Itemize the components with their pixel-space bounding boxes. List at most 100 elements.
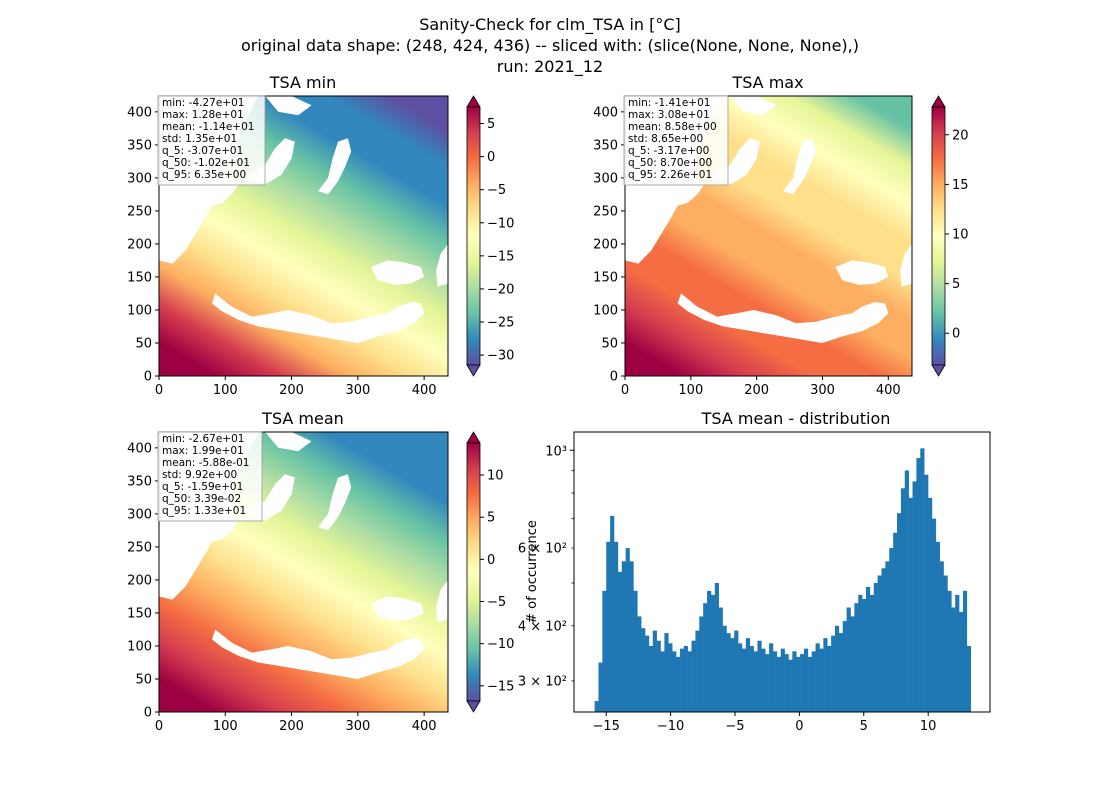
histogram-bar: [656, 640, 661, 712]
histogram-bar: [699, 616, 704, 712]
histogram-bar: [920, 448, 925, 712]
histogram-bar: [803, 648, 809, 712]
histogram-bar: [815, 643, 820, 712]
x-tick-label: 0: [155, 719, 163, 734]
histogram-bar: [959, 611, 964, 712]
sea-mask: [783, 138, 816, 195]
stat-q50: q_50: 3.39e-02: [162, 493, 241, 505]
colorbar-tick-label: 5: [952, 277, 960, 292]
x-tick-label: −5: [725, 719, 744, 734]
sea-mask: [436, 579, 448, 623]
stats-box: min: -1.41e+01 max: 3.08e+01 mean: 8.58e…: [623, 95, 729, 186]
sea-mask: [835, 260, 889, 285]
sea-mask: [265, 432, 312, 452]
histogram-bar: [904, 470, 909, 712]
histogram-bar: [648, 645, 654, 712]
y-tick-label: 200: [127, 237, 152, 252]
y-tick-label: 200: [593, 237, 618, 252]
histogram-bar: [873, 583, 878, 712]
histogram-bar: [598, 662, 603, 712]
histogram-bar: [710, 594, 716, 712]
histogram-bar: [947, 590, 952, 712]
histogram-bar: [966, 645, 971, 712]
x-tick-label: 100: [213, 719, 238, 734]
histogram-ylabel: # of occurrence: [525, 520, 540, 624]
stat-std: std: 1.35e+01: [162, 133, 237, 145]
colorbar-tick-label: 5: [487, 117, 495, 132]
stat-mean: mean: -1.14e+01: [162, 121, 254, 133]
sea-mask: [371, 596, 425, 621]
stat-q95: q_95: 6.35e+00: [162, 169, 246, 181]
x-tick-label: 200: [279, 383, 304, 398]
histogram-bar: [811, 651, 816, 712]
histogram-bar: [897, 513, 902, 712]
histogram-bar: [877, 575, 882, 712]
histogram-bar: [869, 594, 875, 712]
stats-box-frame: [157, 431, 263, 522]
colorbar-tick-label: −10: [487, 216, 514, 231]
histogram-bar: [672, 651, 677, 712]
sea-mask: [212, 629, 425, 679]
histogram-bar: [866, 586, 871, 712]
colorbar-tick-label: 0: [952, 327, 960, 342]
y-minor-tick-label: 3 × 10²: [518, 674, 567, 689]
x-tick-label: 400: [412, 719, 437, 734]
y-tick-label: 250: [127, 540, 152, 555]
histogram-bars: [594, 448, 971, 712]
histogram-bar: [800, 654, 805, 712]
y-tick-label: 100: [593, 303, 618, 318]
x-tick-label: 0: [795, 719, 803, 734]
stat-q5: q_5: -3.07e+01: [162, 145, 243, 157]
sea-mask: [318, 474, 352, 531]
colorbar-gradient: [931, 106, 946, 366]
colorbar-tick-label: −5: [487, 183, 506, 198]
histogram-bar: [796, 656, 801, 712]
stat-q95: q_95: 2.26e+01: [628, 169, 712, 181]
y-tick-label: 200: [127, 573, 152, 588]
stat-mean: mean: -5.88e-01: [162, 457, 249, 469]
histogram-bar: [734, 630, 739, 712]
stat-min: min: -1.41e+01: [628, 97, 710, 109]
histogram-bar: [718, 607, 723, 712]
histogram-title: TSA mean - distribution: [701, 409, 891, 428]
y-tick-label: 150: [127, 606, 152, 621]
colorbar-extend-min: [466, 700, 481, 713]
map-panel-tsa-mean: TSA mean 0 100 200 300 400 05010015020025030…: [127, 409, 514, 734]
histogram-bar: [943, 575, 948, 712]
histogram-bar: [885, 561, 890, 712]
colorbar-extend-min: [466, 364, 481, 377]
histogram-bar: [893, 532, 898, 712]
x-tick-label: 200: [744, 383, 769, 398]
map-panel-tsa-min: TSA min 0 100 200 300 400 050100150200250300…: [127, 73, 514, 398]
histogram-bar: [900, 488, 906, 712]
histogram-bar: [645, 635, 650, 712]
y-tick-label: 100: [127, 639, 152, 654]
histogram-bar: [838, 633, 844, 712]
histogram-bar: [695, 630, 700, 712]
stat-max: max: 1.28e+01: [162, 109, 244, 121]
colorbar-tick-label: −30: [487, 349, 514, 364]
stat-max: max: 1.99e+01: [162, 445, 244, 457]
colorbar-extend-max: [931, 95, 946, 108]
histogram-bar: [637, 616, 642, 712]
y-tick-label: 400: [127, 441, 152, 456]
histogram-bar: [827, 645, 832, 712]
stat-std: std: 9.92e+00: [162, 469, 237, 481]
histogram-bar: [707, 590, 712, 712]
histogram-bar: [765, 654, 770, 712]
histogram-bar: [912, 481, 917, 712]
stat-min: min: -2.67e+01: [162, 433, 244, 445]
histogram-bar: [908, 497, 913, 712]
colorbar-tick-label: 10: [487, 469, 504, 484]
y-tick-label: 350: [127, 474, 152, 489]
y-tick-label: 50: [601, 336, 618, 351]
x-tick-label: 100: [678, 383, 703, 398]
y-minor-tick-label: 6 × 10²: [518, 542, 567, 557]
histogram-bar: [889, 548, 894, 712]
stat-mean: mean: 8.58e+00: [628, 121, 717, 133]
plot-frame: [573, 431, 991, 713]
stat-max: max: 3.08e+01: [628, 109, 710, 121]
histogram-bar: [823, 638, 828, 712]
y-tick-label: 50: [135, 336, 152, 351]
sea-mask: [436, 243, 448, 287]
